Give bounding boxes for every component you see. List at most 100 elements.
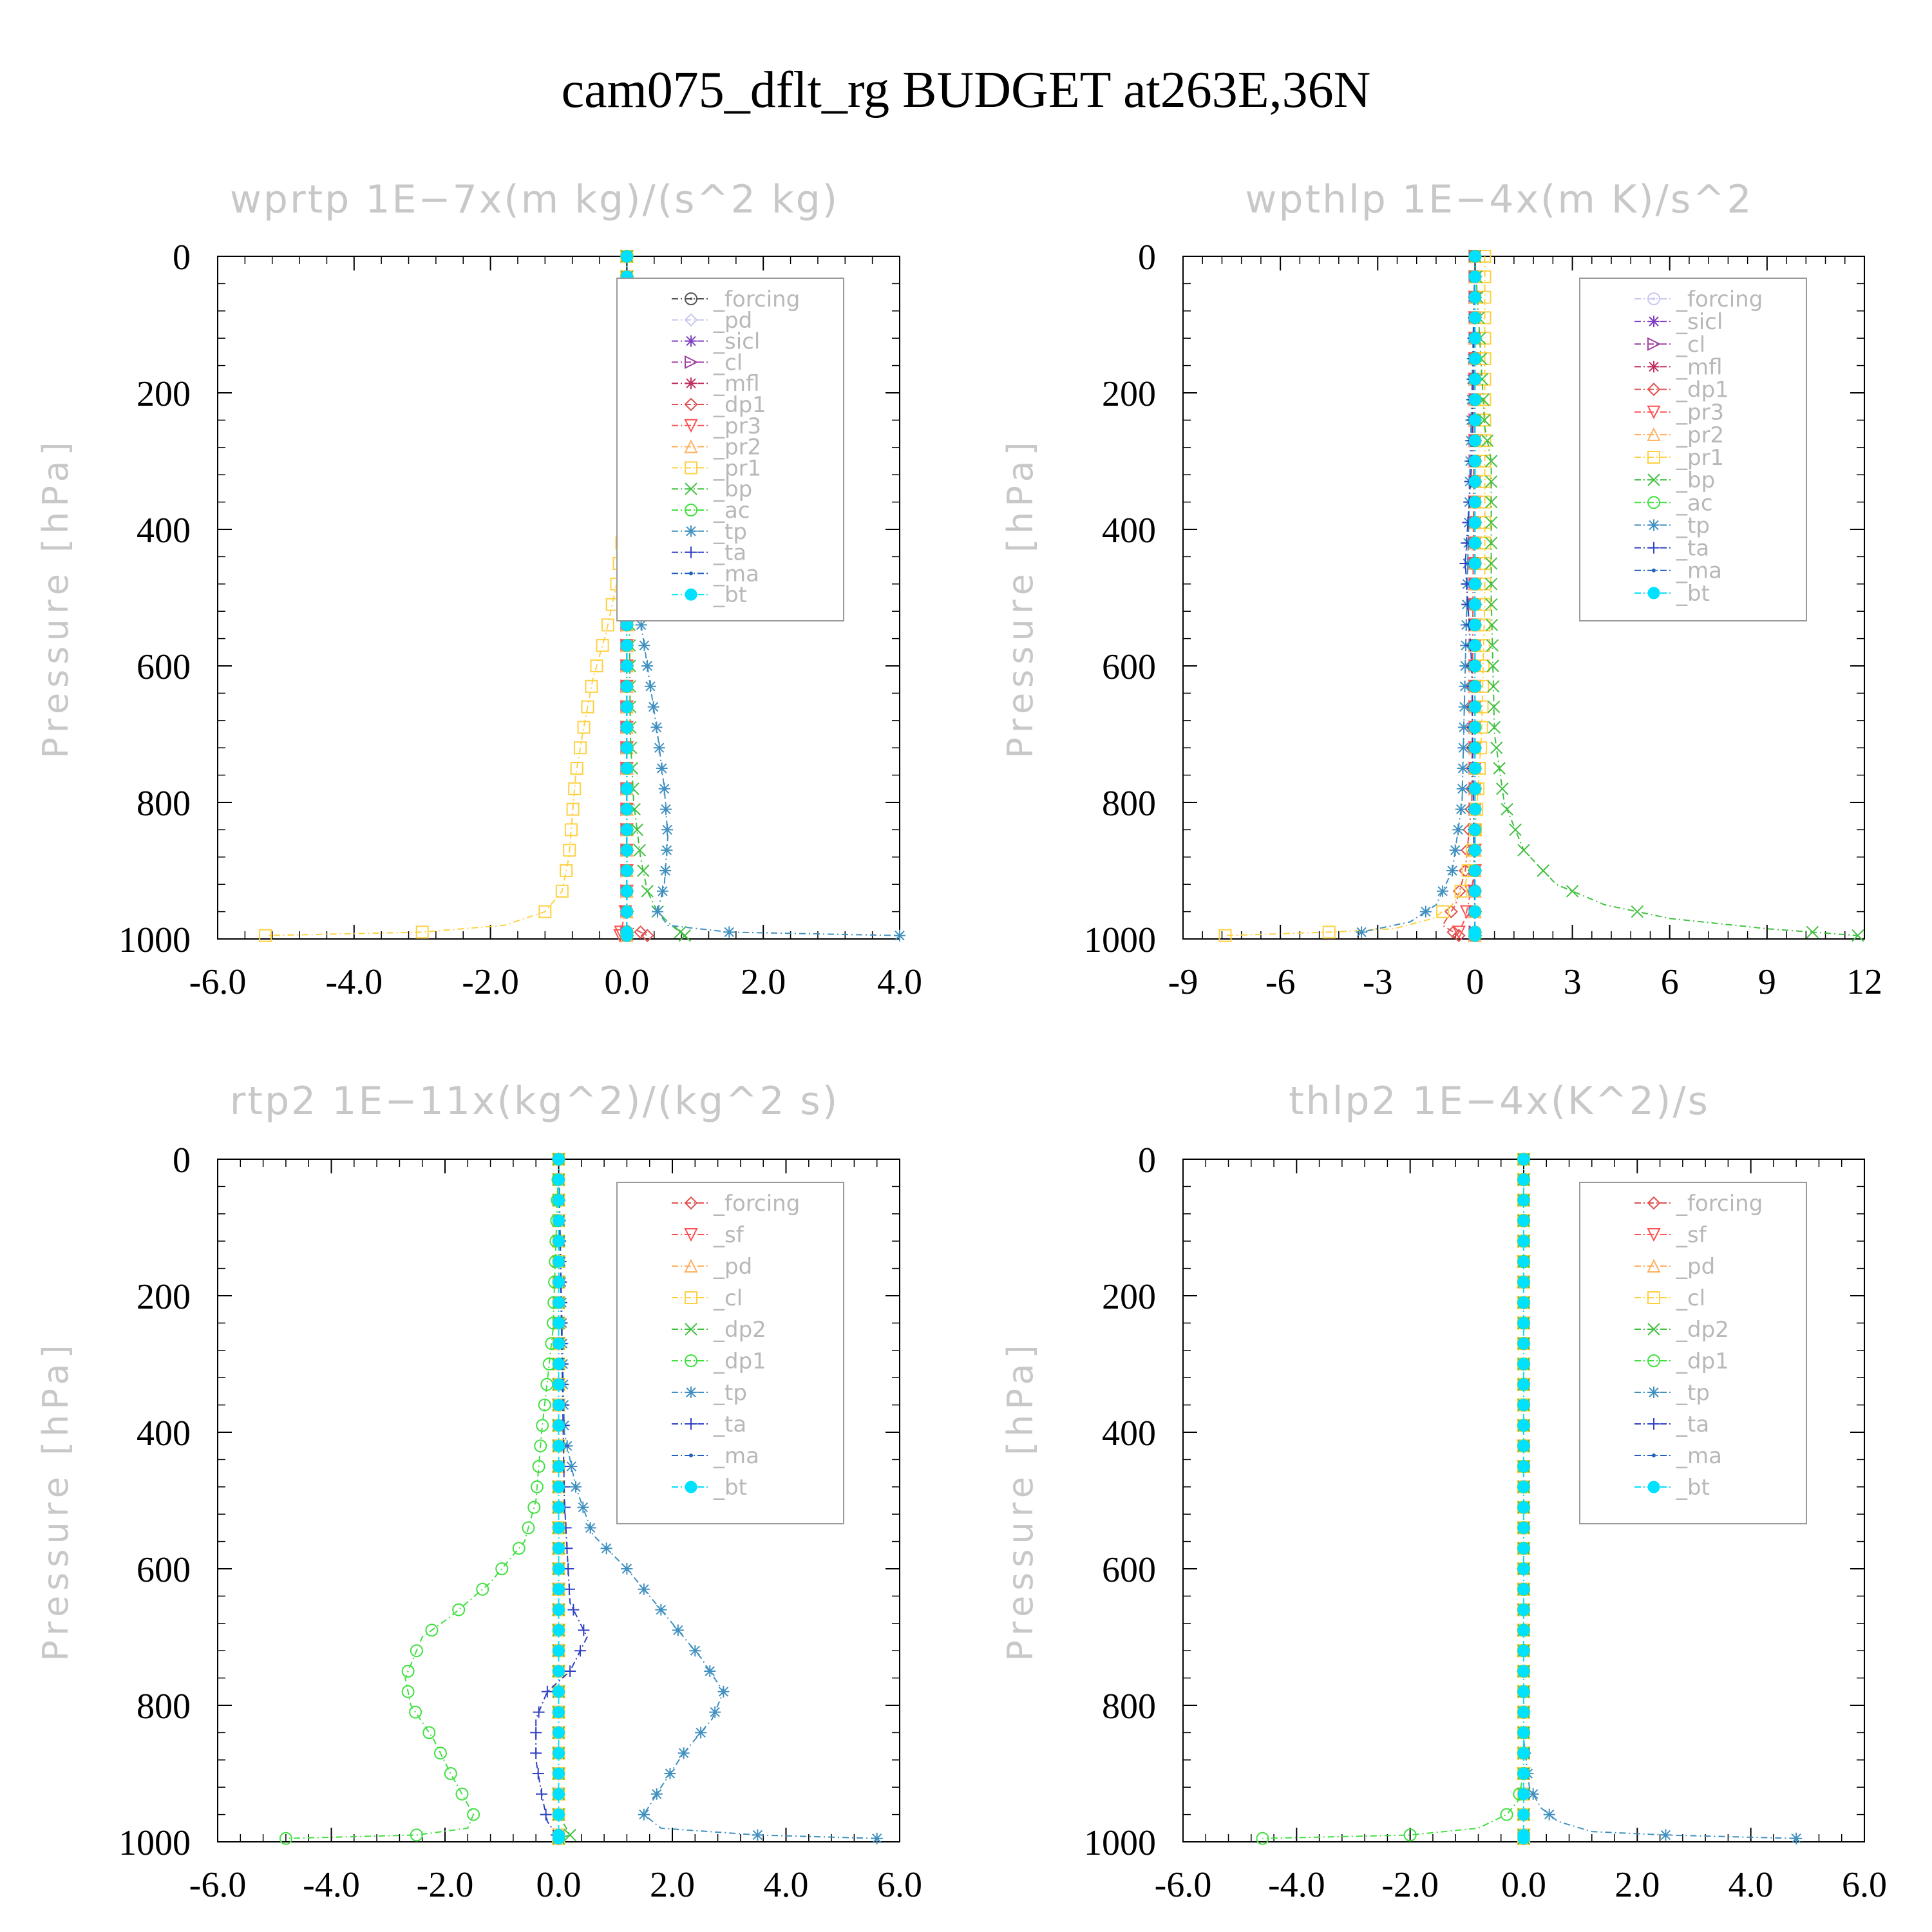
legend-label: _cl bbox=[713, 350, 743, 375]
series-line bbox=[265, 256, 628, 936]
data-point bbox=[1484, 516, 1498, 529]
legend-marker bbox=[1647, 383, 1661, 396]
data-point bbox=[1356, 926, 1368, 938]
data-point bbox=[1446, 925, 1461, 939]
data-point bbox=[1484, 536, 1498, 549]
data-point bbox=[1517, 1153, 1530, 1166]
data-point bbox=[1517, 1439, 1530, 1452]
y-tick-label: 1000 bbox=[1084, 1823, 1156, 1863]
data-point bbox=[1543, 1808, 1555, 1821]
data-point bbox=[678, 929, 692, 942]
legend-label: _ac bbox=[1676, 490, 1713, 516]
data-point bbox=[1455, 803, 1467, 815]
data-point bbox=[1517, 1194, 1530, 1207]
y-tick-label: 0 bbox=[173, 238, 191, 278]
y-tick-label: 800 bbox=[137, 784, 191, 824]
legend-item: _sicl bbox=[672, 329, 760, 355]
data-point bbox=[1419, 905, 1432, 918]
data-point bbox=[538, 905, 552, 918]
data-point bbox=[620, 864, 633, 877]
data-point bbox=[1468, 311, 1481, 324]
data-point bbox=[638, 639, 650, 652]
data-point bbox=[620, 803, 633, 816]
x-tick-label: -6.0 bbox=[1155, 1865, 1212, 1905]
legend: _forcing_pd_sicl_cl_mfl_dp1_pr3_pr2_pr1_… bbox=[616, 278, 844, 621]
data-point bbox=[1468, 823, 1481, 836]
page-title: cam075_dflt_rg BUDGET at263E,36N bbox=[561, 62, 1371, 118]
data-point bbox=[1517, 1481, 1530, 1493]
data-point bbox=[620, 782, 633, 795]
y-tick-label: 400 bbox=[1102, 1414, 1156, 1454]
legend-marker bbox=[1647, 427, 1661, 441]
legend-label: _pr3 bbox=[713, 413, 761, 439]
data-point bbox=[620, 721, 633, 734]
legend-item: _forcing bbox=[672, 287, 800, 312]
data-point bbox=[1468, 578, 1481, 591]
data-point bbox=[1852, 929, 1864, 942]
data-point bbox=[1517, 1542, 1530, 1555]
legend-label: _mfl bbox=[1676, 354, 1723, 380]
data-point bbox=[1484, 475, 1498, 488]
legend-marker bbox=[1648, 542, 1660, 554]
panel-title: wpthlp 1E−4x(m K)/s^2 bbox=[1245, 177, 1754, 222]
legend-item: _tp bbox=[1634, 513, 1710, 538]
x-tick-label: 3 bbox=[1564, 962, 1582, 1002]
data-point bbox=[1517, 1726, 1530, 1739]
series-line bbox=[1225, 256, 1486, 936]
data-point bbox=[620, 885, 633, 898]
data-point bbox=[1517, 1358, 1530, 1370]
legend-label: _ma bbox=[1676, 1443, 1722, 1469]
legend-item: _ac bbox=[1634, 490, 1713, 516]
legend-label: _mfl bbox=[713, 371, 760, 397]
legend-marker bbox=[684, 313, 698, 327]
x-tick-label: 2.0 bbox=[1615, 1865, 1660, 1905]
legend-label: _dp1 bbox=[1676, 377, 1729, 403]
x-tick-label: 6 bbox=[1661, 962, 1679, 1002]
legend-label: _pr1 bbox=[713, 455, 761, 481]
legend: _forcing_sicl_cl_mfl_dp1_pr3_pr2_pr1_bp_… bbox=[1579, 278, 1807, 621]
data-point bbox=[1517, 1665, 1530, 1678]
series-dp1 bbox=[1256, 1153, 1530, 1845]
x-tick-label: -2.0 bbox=[462, 962, 519, 1002]
data-point bbox=[1509, 823, 1522, 837]
data-point bbox=[641, 885, 654, 898]
data-point bbox=[656, 762, 668, 774]
legend-marker bbox=[685, 504, 697, 516]
legend-item: _forcing bbox=[1634, 287, 1763, 312]
data-point bbox=[620, 905, 633, 918]
legend-label: _tp bbox=[1676, 513, 1710, 538]
data-point bbox=[1452, 929, 1466, 943]
legend-label: _ma bbox=[713, 561, 759, 587]
data-point bbox=[1517, 1316, 1530, 1329]
legend-marker bbox=[1648, 316, 1660, 328]
x-tick-label: -2.0 bbox=[1381, 1865, 1439, 1905]
data-point bbox=[1468, 475, 1481, 488]
data-point bbox=[1468, 639, 1481, 652]
data-point bbox=[1484, 578, 1498, 591]
data-point bbox=[1449, 844, 1461, 857]
x-tick-label: 0 bbox=[1466, 962, 1484, 1002]
data-point bbox=[1458, 721, 1470, 734]
legend-item: _pr2 bbox=[1634, 422, 1724, 448]
legend-marker bbox=[685, 525, 697, 537]
x-tick-label: -6 bbox=[1265, 962, 1296, 1002]
data-point bbox=[653, 742, 665, 754]
data-point bbox=[650, 721, 663, 734]
legend-marker bbox=[685, 482, 697, 495]
data-point bbox=[1517, 1521, 1530, 1534]
data-point bbox=[1468, 455, 1481, 468]
data-point bbox=[1452, 824, 1464, 836]
data-point bbox=[1485, 598, 1498, 611]
data-point bbox=[1517, 1644, 1530, 1657]
data-point bbox=[590, 659, 603, 672]
data-point bbox=[661, 844, 673, 857]
data-point bbox=[1488, 721, 1501, 734]
data-point bbox=[1468, 659, 1481, 672]
data-point bbox=[1468, 762, 1481, 775]
data-point bbox=[1487, 700, 1501, 714]
data-point bbox=[1468, 782, 1481, 795]
legend-box bbox=[616, 278, 844, 621]
data-point bbox=[1517, 1399, 1530, 1412]
data-point bbox=[723, 926, 735, 938]
data-point bbox=[1517, 1460, 1530, 1473]
